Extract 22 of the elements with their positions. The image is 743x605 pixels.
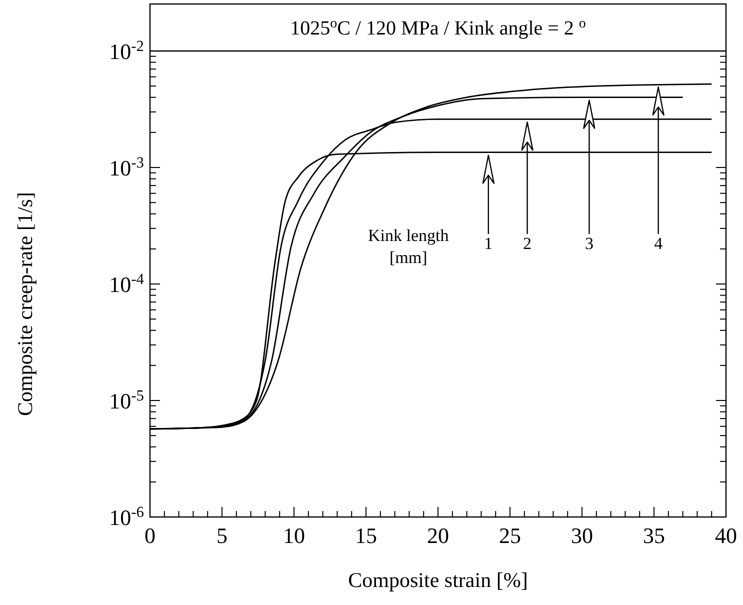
x-tick-label: 25 [499,523,521,548]
y-tick-label: 10$^{-4}$ [109,270,144,297]
annotation: 4 [654,234,664,254]
x-tick-label: 0 [144,523,156,548]
y-axis-title: Composite creep-rate [1/s] [13,192,37,416]
y-tick-label: 10$^{-6}$ [109,504,144,530]
x-tick-label: 15 [355,523,377,548]
x-axis-title: Composite strain [%] [348,568,528,592]
annotation: 1 [484,234,493,254]
x-tick-label: 30 [571,523,593,548]
y-tick-label: 10$^{-2}$ [109,38,144,64]
annotation: 3 [584,234,594,254]
y-tick-label: 10$^{-5}$ [109,387,144,414]
y-tick-label: 10$^{-3}$ [109,154,144,180]
x-tick-label: 20 [427,523,449,548]
x-tick-label: 40 [715,523,737,548]
annotation: Kink length [mm] [368,226,450,268]
x-tick-label: 5 [216,523,228,548]
annotation: 2 [523,234,532,254]
chart-title: 1025$^{o}$C / 120 MPa / Kink angle = 2 $^{o}$ [290,16,586,40]
x-tick-label: 35 [643,523,665,548]
x-tick-label: 10 [283,523,305,548]
